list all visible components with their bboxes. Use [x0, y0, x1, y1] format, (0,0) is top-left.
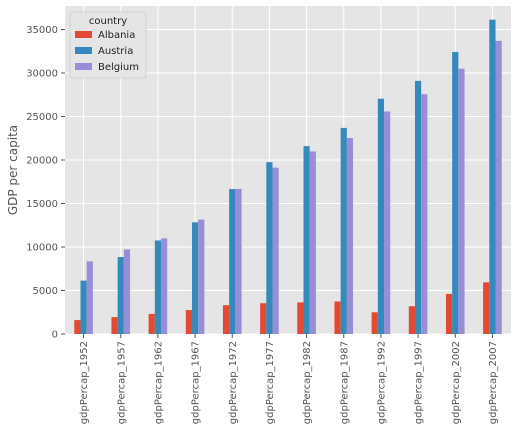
y-axis-label: GDP per capita [6, 125, 20, 215]
y-tick-label: 15000 [26, 199, 58, 210]
x-tick-label: gdpPercap_2002 [451, 341, 462, 424]
x-tick-label: gdpPercap_1972 [228, 341, 239, 424]
bar-albania-3 [185, 309, 192, 334]
y-tick-label: 20000 [26, 155, 58, 166]
legend-label: Albania [98, 30, 135, 41]
legend-swatch-austria [75, 47, 92, 54]
y-tick-label: 25000 [26, 112, 58, 123]
bar-belgium-2 [161, 238, 168, 334]
bar-austria-3 [191, 222, 199, 334]
legend-swatch-belgium [75, 63, 92, 70]
bar-belgium-5 [272, 167, 279, 334]
y-tick-label: 5000 [33, 286, 58, 297]
bar-belgium-7 [346, 138, 354, 334]
bar-belgium-8 [384, 111, 391, 334]
y-tick-label: 0 [52, 330, 58, 341]
bar-albania-8 [371, 312, 378, 334]
bar-austria-0 [80, 280, 87, 334]
bar-belgium-1 [123, 249, 131, 334]
bar-albania-2 [148, 313, 155, 334]
x-tick-label: gdpPercap_1977 [265, 341, 276, 424]
legend-swatch-albania [75, 31, 92, 38]
bar-austria-4 [229, 189, 236, 334]
x-tick-label: gdpPercap_1952 [79, 341, 90, 424]
bar-austria-2 [154, 240, 162, 334]
bar-austria-6 [303, 146, 310, 334]
legend-box [69, 11, 147, 79]
x-axis-ticks: gdpPercap_1952 gdpPercap_1957 gdpPercap_19… [79, 334, 499, 424]
x-tick-label: gdpPercap_1957 [116, 341, 127, 424]
bar-albania-0 [74, 320, 81, 334]
x-tick-label: gdpPercap_2007 [488, 341, 499, 424]
legend-label: Belgium [98, 62, 139, 73]
x-tick-label: gdpPercap_1962 [153, 341, 164, 424]
bars [74, 19, 502, 335]
bar-austria-9 [414, 80, 422, 334]
y-tick-label: 30000 [26, 68, 58, 79]
bar-austria-5 [266, 162, 273, 334]
y-tick-label: 35000 [26, 25, 58, 36]
bar-albania-7 [334, 301, 341, 334]
bar-belgium-0 [86, 261, 93, 334]
bar-austria-8 [377, 98, 385, 335]
x-tick-label: gdpPercap_1967 [191, 341, 202, 424]
bar-albania-11 [483, 282, 490, 334]
bar-austria-1 [117, 257, 124, 334]
bar-albania-9 [408, 306, 415, 334]
x-tick-label: gdpPercap_1997 [414, 341, 425, 424]
bar-austria-10 [452, 51, 459, 334]
bar-albania-6 [297, 302, 304, 334]
bar-belgium-10 [458, 68, 465, 335]
bar-albania-4 [222, 305, 230, 334]
x-tick-label: gdpPercap_1992 [376, 341, 387, 424]
bar-albania-1 [111, 317, 118, 334]
legend: country Albania Austria Belgium [69, 11, 147, 79]
legend-label: Austria [98, 46, 133, 57]
bar-belgium-3 [198, 219, 205, 334]
x-tick-label: gdpPercap_1987 [339, 341, 350, 424]
bar-belgium-6 [309, 151, 316, 334]
bar-belgium-11 [495, 40, 502, 334]
legend-title: country [89, 16, 127, 27]
x-tick-label: gdpPercap_1982 [302, 341, 313, 424]
bar-austria-7 [340, 127, 347, 335]
bar-belgium-9 [421, 94, 428, 334]
y-axis-ticks: 0 5000 10000 15000 20000 25000 30000 35000 [26, 25, 65, 341]
bar-albania-10 [445, 293, 453, 334]
bar-albania-5 [260, 303, 267, 334]
y-tick-label: 10000 [26, 242, 58, 253]
bar-austria-11 [489, 19, 496, 335]
bar-belgium-4 [235, 188, 242, 334]
